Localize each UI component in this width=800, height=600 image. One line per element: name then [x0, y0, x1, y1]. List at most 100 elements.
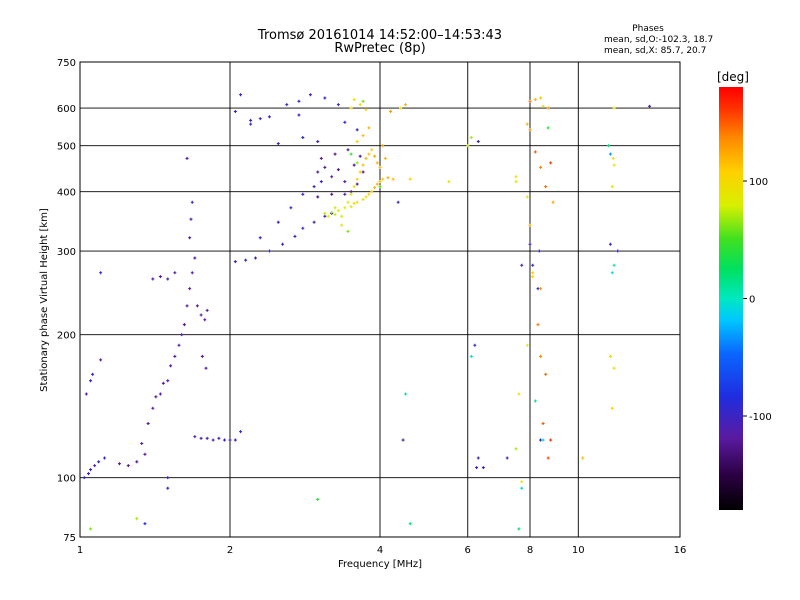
data-point [233, 260, 237, 264]
data-point [608, 242, 612, 246]
data-point [517, 392, 521, 396]
data-point [233, 438, 237, 442]
data-point [244, 258, 248, 262]
y-tick-label: 100 [57, 474, 76, 485]
colorbar-tick-label: -100 [749, 412, 772, 423]
data-point [381, 144, 385, 148]
y-axis-label: Stationary phase Virtual Height [km] [39, 208, 50, 392]
data-point [158, 392, 162, 396]
data-point [546, 456, 550, 460]
data-point [99, 358, 103, 362]
data-point [536, 287, 540, 291]
y-tick-label: 500 [57, 142, 76, 153]
data-point [343, 180, 347, 184]
x-axis-label: Frequency [MHz] [338, 559, 422, 570]
data-point [99, 271, 103, 275]
data-point [293, 234, 297, 238]
chart-subtitle: RwPretec (8p) [334, 41, 425, 56]
data-point [166, 486, 170, 490]
data-point [239, 93, 243, 97]
data-point [447, 180, 451, 184]
data-point [610, 271, 614, 275]
data-point [276, 142, 280, 146]
x-tick-label: 8 [527, 545, 533, 556]
data-point [352, 98, 356, 102]
data-point [607, 144, 611, 148]
data-point [581, 456, 585, 460]
data-point [544, 185, 548, 189]
data-point [343, 120, 347, 124]
data-point [267, 115, 271, 119]
data-point [333, 152, 337, 156]
data-point [135, 517, 139, 521]
data-point [349, 205, 353, 209]
y-tick-label: 600 [57, 104, 76, 115]
data-point [239, 430, 243, 434]
colorbar-gradient [719, 87, 743, 510]
phases-x-stats: mean, sd,X: 85.7, 20.7 [604, 46, 706, 56]
data-point [355, 140, 359, 144]
data-point [525, 195, 529, 199]
data-point [616, 249, 620, 253]
data-point [182, 323, 186, 327]
data-point [514, 447, 518, 451]
data-point [476, 456, 480, 460]
data-point [517, 527, 521, 531]
data-point [355, 177, 359, 181]
data-point [514, 180, 518, 184]
data-point [361, 198, 365, 202]
data-point [549, 161, 553, 165]
data-point [375, 161, 379, 165]
data-point [333, 213, 337, 217]
data-point [608, 152, 612, 156]
data-point [612, 263, 616, 267]
data-point [370, 190, 374, 194]
data-point [340, 214, 344, 218]
data-point [312, 220, 316, 224]
y-axis-ticks: 75 100 200 300 400 500 600 750 [57, 58, 76, 544]
data-point [188, 287, 192, 291]
data-point [323, 96, 327, 100]
data-point [301, 136, 305, 140]
data-point [608, 354, 612, 358]
data-point [533, 150, 537, 154]
data-point [143, 452, 147, 456]
data-point [336, 168, 340, 172]
data-point [217, 436, 221, 440]
data-point [308, 93, 312, 97]
data-point [373, 154, 377, 158]
data-point [323, 211, 327, 215]
data-point [539, 96, 543, 100]
data-point [204, 366, 208, 370]
data-point [97, 460, 101, 464]
data-point [389, 109, 393, 113]
data-point [117, 462, 121, 466]
data-point [166, 476, 170, 480]
data-point [370, 148, 374, 152]
data-point [539, 165, 543, 169]
data-point [528, 242, 532, 246]
data-point [349, 106, 353, 110]
data-point [520, 263, 524, 267]
data-point [249, 118, 253, 122]
data-point [146, 422, 150, 426]
data-point [285, 103, 289, 107]
data-point [505, 456, 509, 460]
data-point [525, 343, 529, 347]
data-point [199, 436, 203, 440]
data-point [403, 392, 407, 396]
data-point [173, 354, 177, 358]
data-point [281, 242, 285, 246]
data-point [352, 163, 356, 167]
data-point [381, 177, 385, 181]
data-point [135, 460, 139, 464]
data-point [151, 277, 155, 281]
data-point [143, 522, 147, 526]
data-point [346, 229, 350, 233]
chart-title: Tromsø 20161014 14:52:00–14:53:43 [257, 28, 502, 43]
data-point [161, 381, 165, 385]
data-point [514, 175, 518, 179]
data-point [475, 466, 479, 470]
plot-frame [79, 61, 681, 538]
data-point [520, 480, 524, 484]
